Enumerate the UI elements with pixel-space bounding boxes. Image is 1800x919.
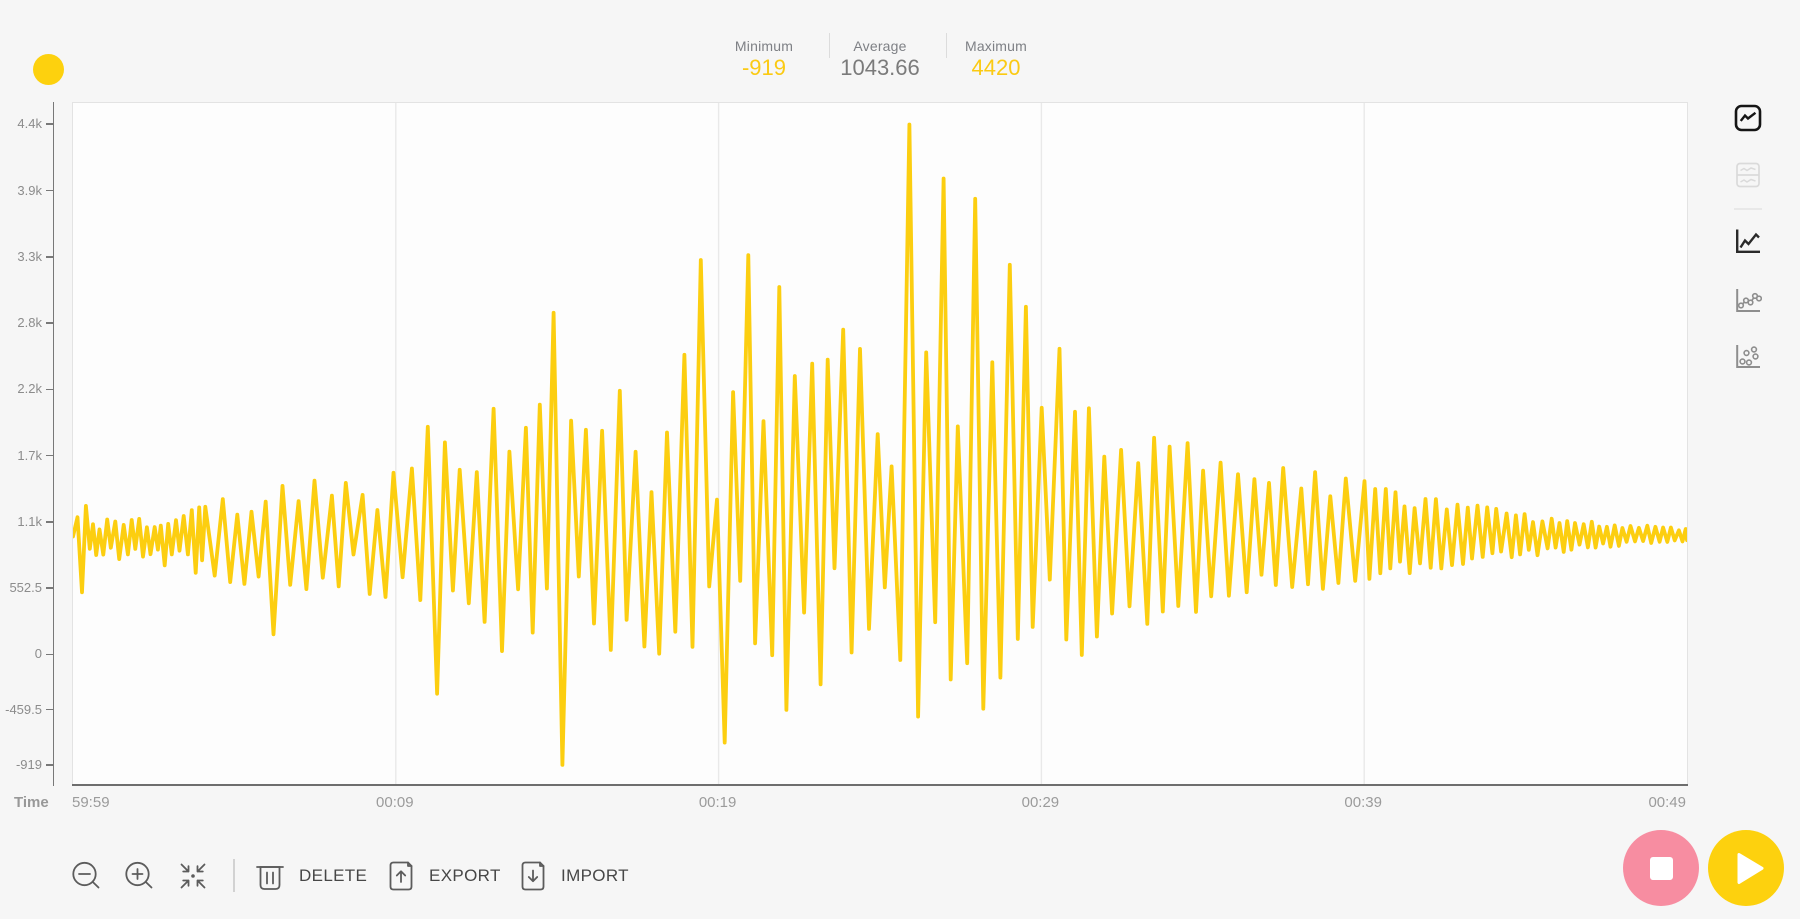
y-tick-label: -919	[15, 756, 42, 772]
stats-divider	[946, 33, 947, 58]
x-axis-line	[72, 784, 1688, 786]
waveform-chart	[73, 103, 1687, 784]
export-button[interactable]: EXPORT	[429, 866, 501, 885]
y-tick-label: 2.2k	[17, 381, 42, 397]
y-tick-mark	[46, 388, 53, 391]
y-tick-label: 1.7k	[17, 447, 42, 463]
y-tick-mark	[46, 256, 53, 258]
stat-maximum: Maximum 4420	[938, 38, 1054, 80]
stat-maximum-value: 4420	[971, 55, 1021, 80]
stats-divider	[829, 33, 830, 58]
stat-minimum-value: -919	[741, 55, 787, 80]
y-tick-label: 0	[34, 646, 42, 662]
x-tick-label: 59:59	[72, 794, 110, 811]
y-tick-mark	[46, 123, 53, 126]
stop-button[interactable]	[1623, 830, 1699, 906]
zoom-in-icon[interactable]	[121, 858, 157, 894]
y-tick-mark	[46, 322, 53, 324]
y-tick-mark	[46, 708, 53, 711]
x-axis-title: Time	[14, 794, 49, 811]
y-tick-mark	[46, 189, 53, 192]
stat-minimum: Minimum -919	[706, 38, 822, 80]
y-tick-label: 2.8k	[17, 315, 42, 331]
x-tick-label: 00:29	[1021, 794, 1060, 811]
y-tick-mark	[46, 653, 53, 656]
file-export-icon[interactable]	[383, 858, 419, 894]
multiplot-icon[interactable]	[1734, 161, 1762, 189]
fit-to-view-icon[interactable]	[175, 858, 211, 894]
rail-divider	[1734, 208, 1762, 210]
y-tick-label: 3.9k	[17, 182, 42, 198]
y-tick-label: 3.3k	[17, 248, 42, 264]
waveform-plot-area[interactable]	[72, 102, 1688, 785]
play-icon	[1737, 853, 1764, 884]
stat-average: Average 1043.66	[822, 38, 938, 80]
y-tick-mark	[46, 521, 53, 523]
line-scatter-icon[interactable]	[1734, 286, 1762, 314]
stat-average-value: 1043.66	[840, 55, 920, 80]
stat-maximum-label: Maximum	[964, 38, 1028, 54]
x-tick-label: 00:39	[1344, 794, 1382, 811]
trash-icon[interactable]	[252, 858, 288, 894]
delete-button[interactable]: DELETE	[299, 866, 368, 885]
import-button[interactable]: IMPORT	[561, 866, 629, 885]
y-axis-line	[52, 102, 55, 786]
x-tick-label: 00:49	[1648, 794, 1686, 811]
toolbar-divider	[233, 859, 235, 892]
y-tick-label: 4.4k	[17, 116, 42, 132]
y-tick-mark	[46, 454, 53, 457]
stats-header: Minimum -919 Average 1043.66 Maximum 442…	[706, 33, 1058, 80]
y-tick-label: 1.1k	[17, 513, 42, 529]
x-tick-label: 00:09	[376, 794, 414, 811]
y-tick-mark	[46, 763, 53, 766]
plot-framed-icon[interactable]	[1734, 104, 1762, 132]
series-color-dot	[33, 54, 64, 85]
y-tick-mark	[46, 587, 53, 589]
stop-icon	[1649, 857, 1673, 880]
x-tick-label: 00:19	[698, 794, 737, 811]
play-button[interactable]	[1708, 830, 1784, 906]
line-chart-icon[interactable]	[1734, 227, 1762, 255]
stat-average-label: Average	[853, 38, 907, 54]
y-tick-label: -459.5	[5, 701, 42, 717]
y-tick-label: 552.5	[9, 580, 42, 596]
waveform-line	[73, 122, 1687, 767]
stat-minimum-label: Minimum	[734, 38, 794, 54]
scatter-chart-icon[interactable]	[1734, 342, 1762, 370]
file-import-icon[interactable]	[515, 858, 551, 894]
zoom-out-icon[interactable]	[68, 858, 104, 894]
